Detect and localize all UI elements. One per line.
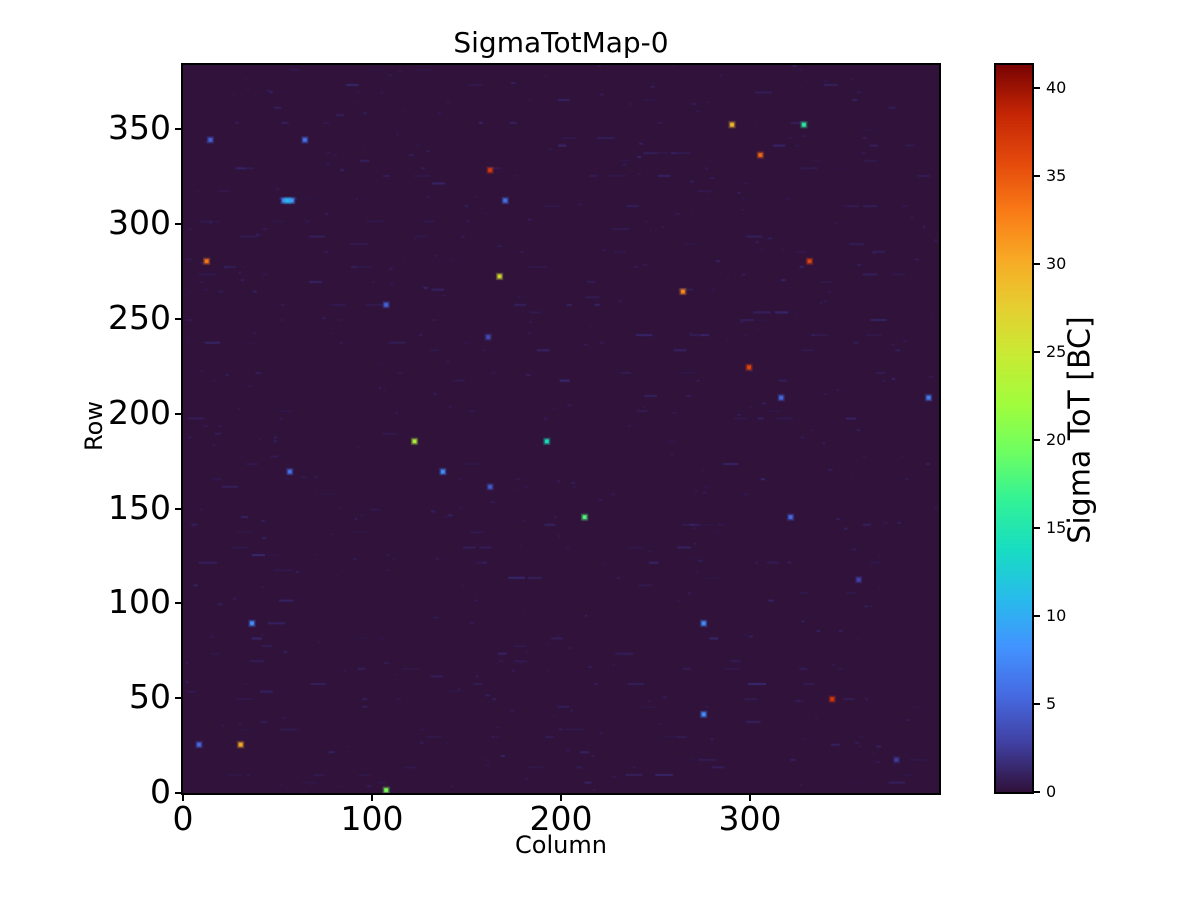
y-tick-label: 300 xyxy=(108,203,171,243)
colorbar-tick-label: 0 xyxy=(1046,782,1057,801)
y-tick-mark xyxy=(175,602,183,605)
x-tick-label: 0 xyxy=(172,799,194,838)
colorbar-tick-mark xyxy=(1032,791,1040,793)
y-axis-label: Row xyxy=(80,401,108,451)
heatmap-canvas xyxy=(183,65,939,793)
heatmap-plot-area xyxy=(181,63,941,795)
x-axis-label: Column xyxy=(515,831,607,859)
y-tick-label: 350 xyxy=(108,108,171,148)
y-tick-mark xyxy=(175,223,183,226)
y-tick-mark xyxy=(175,792,183,794)
colorbar-tick-label: 30 xyxy=(1046,253,1067,273)
x-tick-mark xyxy=(371,793,373,801)
x-tick-mark xyxy=(749,793,751,801)
colorbar-tick-label: 15 xyxy=(1046,517,1067,537)
y-tick-label: 0 xyxy=(150,772,171,811)
colorbar-canvas xyxy=(996,65,1032,792)
y-tick-label: 250 xyxy=(108,298,171,338)
y-tick-mark xyxy=(175,318,183,321)
colorbar-tick-mark xyxy=(1032,702,1040,705)
colorbar-tick-mark xyxy=(1032,262,1040,265)
x-tick-label: 100 xyxy=(340,799,404,838)
colorbar-tick-label: 20 xyxy=(1046,429,1067,449)
colorbar-tick-mark xyxy=(1032,614,1040,617)
colorbar-tick-label: 10 xyxy=(1046,605,1067,625)
x-tick-label: 200 xyxy=(529,799,593,838)
colorbar-tick-label: 25 xyxy=(1046,341,1067,361)
colorbar-tick-mark xyxy=(1032,174,1040,177)
y-tick-mark xyxy=(175,412,183,415)
colorbar-tick-label: 5 xyxy=(1046,693,1057,713)
x-tick-label: 300 xyxy=(718,799,782,838)
colorbar-tick-label: 35 xyxy=(1046,165,1067,185)
y-tick-label: 150 xyxy=(108,487,171,527)
y-tick-mark xyxy=(175,128,183,131)
x-tick-mark xyxy=(560,793,562,801)
colorbar-tick-mark xyxy=(1032,86,1040,89)
colorbar-tick-mark xyxy=(1032,350,1040,353)
y-tick-label: 200 xyxy=(108,392,171,432)
y-tick-label: 100 xyxy=(108,582,171,622)
y-tick-mark xyxy=(175,697,183,700)
plot-title: SigmaTotMap-0 xyxy=(453,26,669,59)
colorbar-label: Sigma ToT [BC] xyxy=(1062,316,1098,544)
colorbar-tick-label: 40 xyxy=(1046,77,1067,97)
y-tick-label: 50 xyxy=(129,677,171,717)
y-tick-mark xyxy=(175,507,183,510)
x-tick-mark xyxy=(182,793,184,801)
colorbar-tick-mark xyxy=(1032,526,1040,529)
colorbar xyxy=(994,63,1034,794)
colorbar-tick-mark xyxy=(1032,438,1040,441)
